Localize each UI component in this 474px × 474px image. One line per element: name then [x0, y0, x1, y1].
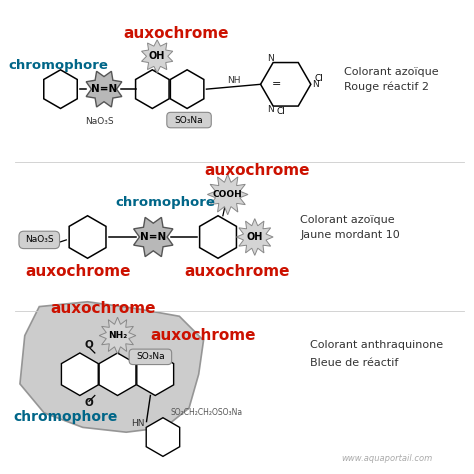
- Text: auxochrome: auxochrome: [204, 163, 310, 178]
- Text: chromophore: chromophore: [13, 410, 118, 424]
- Polygon shape: [170, 70, 204, 109]
- Text: auxochrome: auxochrome: [124, 26, 229, 41]
- Text: chromophore: chromophore: [9, 59, 109, 73]
- Polygon shape: [44, 70, 77, 109]
- Text: Colorant azoïque: Colorant azoïque: [300, 215, 395, 225]
- Text: SO₃Na: SO₃Na: [136, 352, 164, 361]
- Text: OH: OH: [246, 232, 263, 242]
- Text: N: N: [267, 54, 274, 63]
- Text: N=N: N=N: [140, 232, 166, 242]
- Polygon shape: [146, 418, 180, 456]
- Polygon shape: [99, 353, 136, 395]
- Polygon shape: [142, 40, 173, 73]
- Text: COOH: COOH: [213, 190, 243, 199]
- Polygon shape: [136, 70, 169, 109]
- Text: HN: HN: [131, 419, 145, 428]
- Text: auxochrome: auxochrome: [151, 328, 256, 343]
- Text: OH: OH: [149, 51, 165, 61]
- Text: chromophore: chromophore: [115, 196, 215, 209]
- Polygon shape: [200, 216, 237, 258]
- Polygon shape: [237, 219, 273, 255]
- Text: O: O: [85, 398, 93, 408]
- FancyBboxPatch shape: [129, 349, 172, 365]
- Text: Cl: Cl: [276, 108, 285, 116]
- Text: O: O: [85, 340, 93, 350]
- Text: Colorant azoïque: Colorant azoïque: [344, 67, 438, 77]
- Polygon shape: [137, 353, 173, 395]
- Polygon shape: [62, 353, 98, 395]
- Text: Colorant anthraquinone: Colorant anthraquinone: [310, 340, 443, 350]
- Polygon shape: [99, 317, 136, 354]
- FancyBboxPatch shape: [167, 112, 211, 128]
- Text: auxochrome: auxochrome: [50, 301, 156, 316]
- Text: N=N: N=N: [91, 84, 117, 94]
- Polygon shape: [208, 174, 248, 215]
- Text: =: =: [272, 79, 282, 89]
- Text: auxochrome: auxochrome: [184, 264, 290, 279]
- Text: NaO₃S: NaO₃S: [25, 236, 54, 245]
- Text: auxochrome: auxochrome: [25, 264, 131, 279]
- Text: Bleue de réactif: Bleue de réactif: [310, 358, 398, 368]
- Text: NH: NH: [227, 76, 240, 85]
- Text: NaO₃S: NaO₃S: [85, 118, 113, 127]
- Polygon shape: [134, 218, 173, 256]
- Text: SO₂CH₂CH₂OSO₃Na: SO₂CH₂CH₂OSO₃Na: [170, 409, 243, 418]
- Polygon shape: [20, 302, 203, 432]
- Text: Jaune mordant 10: Jaune mordant 10: [300, 230, 400, 240]
- Text: N: N: [312, 80, 319, 89]
- Text: NH₂: NH₂: [108, 331, 127, 340]
- Polygon shape: [69, 216, 106, 258]
- Text: Cl: Cl: [314, 74, 323, 83]
- Text: N: N: [267, 106, 274, 115]
- Text: www.aquaportail.com: www.aquaportail.com: [342, 454, 433, 463]
- FancyBboxPatch shape: [19, 231, 60, 248]
- Polygon shape: [86, 71, 122, 107]
- Text: Rouge réactif 2: Rouge réactif 2: [344, 82, 428, 92]
- Text: SO₃Na: SO₃Na: [175, 116, 203, 125]
